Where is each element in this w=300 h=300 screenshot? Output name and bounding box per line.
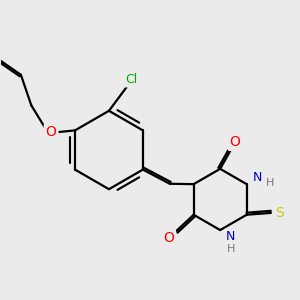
Text: O: O [46, 125, 56, 139]
Text: N: N [226, 230, 235, 243]
Text: H: H [226, 244, 235, 254]
Text: O: O [163, 231, 174, 245]
Text: N: N [252, 171, 262, 184]
Text: H: H [266, 178, 274, 188]
Text: S: S [275, 206, 284, 220]
Text: O: O [230, 135, 241, 149]
Text: Cl: Cl [125, 73, 137, 85]
